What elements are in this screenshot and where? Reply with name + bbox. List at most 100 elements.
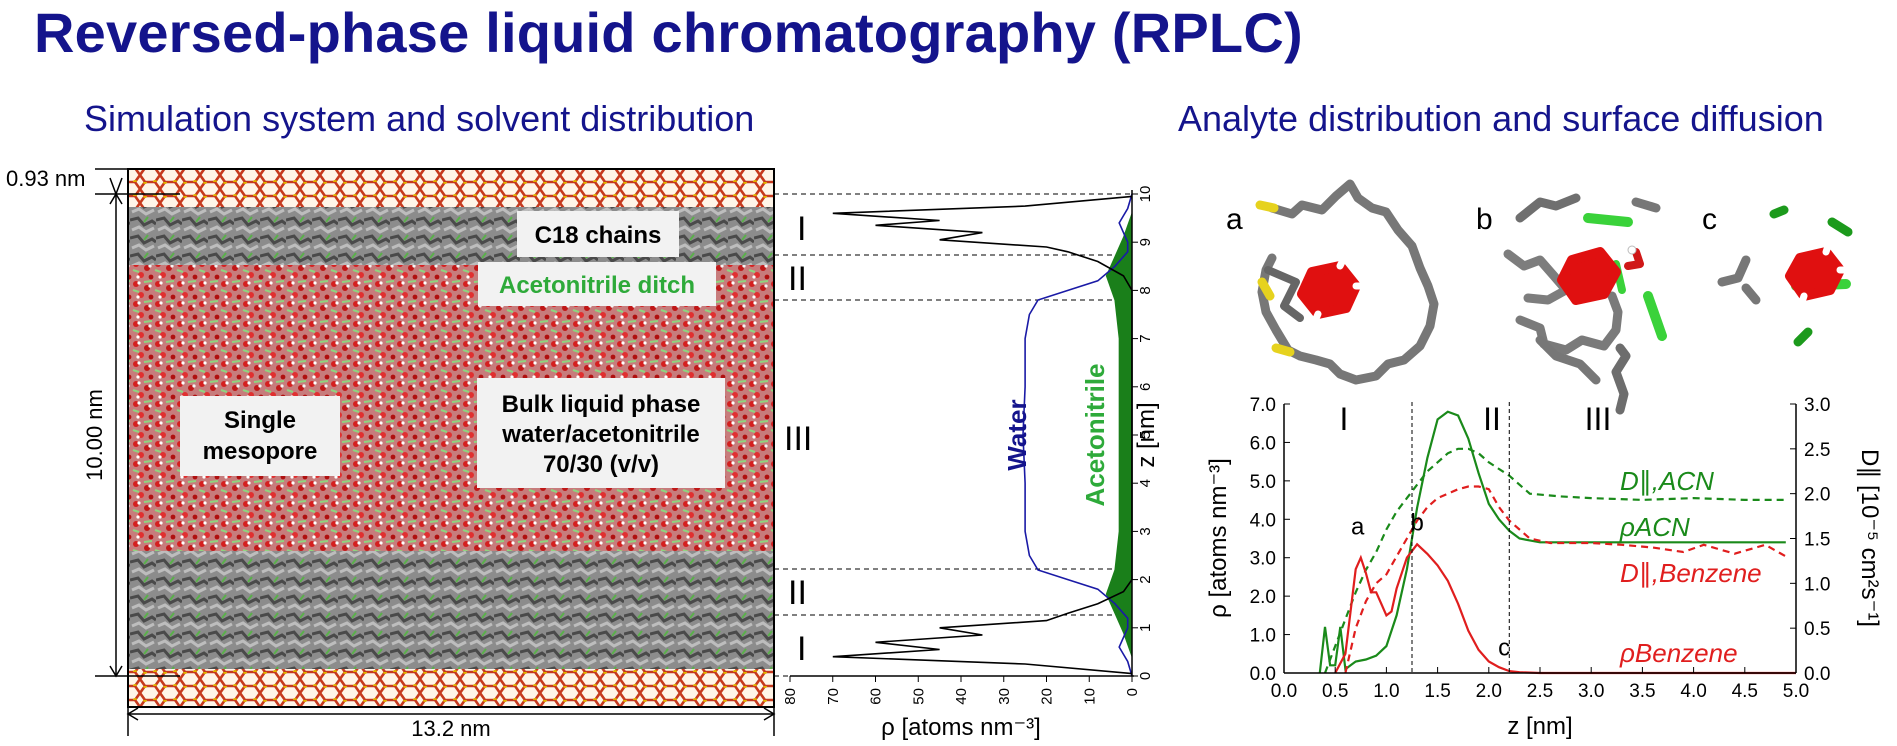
x-tick-label: 4.5 xyxy=(1732,681,1758,702)
c18-chain xyxy=(1717,255,1751,287)
y-tick-label-right: 2.0 xyxy=(1804,485,1830,506)
acetonitrile-molecule xyxy=(1793,327,1813,347)
dim-width-label: 13.2 nm xyxy=(411,716,491,741)
y-tick-label: 9 xyxy=(1137,238,1154,246)
series--acn xyxy=(1318,410,1786,674)
c18-chain xyxy=(1535,335,1601,385)
molecule-snapshots: a b c xyxy=(1226,179,1858,415)
x-tick-label: 70 xyxy=(825,688,842,705)
arrow-head xyxy=(109,177,123,197)
bulk-label-box xyxy=(477,378,725,488)
y-tick-label: 6 xyxy=(1137,383,1154,391)
label-d-acn: D∥,ACN xyxy=(1620,466,1714,496)
y-tick-label-left: 0.0 xyxy=(1250,664,1276,685)
y-tick-label-left: 7.0 xyxy=(1250,395,1276,416)
point-label-a: a xyxy=(1351,514,1365,541)
region-label-II-bottom: II xyxy=(788,574,807,612)
acetonitrile-molecule xyxy=(1583,213,1633,227)
y-tick-label-right: 0.5 xyxy=(1804,619,1830,640)
y-tick-label: 10 xyxy=(1137,186,1154,203)
c18-chain xyxy=(1611,343,1631,415)
water-molecule xyxy=(1624,248,1644,270)
y-tick-label-left: 6.0 xyxy=(1250,433,1276,454)
y-tick-label: 0 xyxy=(1137,672,1154,680)
legend-acetonitrile: Acetonitrile xyxy=(1080,363,1110,506)
y-tick-label-right: 1.5 xyxy=(1804,530,1830,551)
point-label-b: b xyxy=(1410,510,1423,537)
series--benzene xyxy=(1334,542,1796,675)
arrow-head xyxy=(763,707,776,721)
x-tick-label: 50 xyxy=(910,688,927,705)
benzene-analyte xyxy=(1297,261,1361,319)
c18-chain xyxy=(1264,266,1304,322)
panel-label-b: b xyxy=(1476,203,1493,236)
y-tick-label-left: 1.0 xyxy=(1250,626,1276,647)
snapshot-b xyxy=(1503,193,1667,415)
x-tick-label: 20 xyxy=(1039,688,1056,705)
region-label: I xyxy=(1340,401,1349,437)
y-tick-label: 5 xyxy=(1137,431,1154,439)
label-d-benzene: D∥,Benzene xyxy=(1620,558,1762,588)
y-tick-label-left: 2.0 xyxy=(1250,587,1276,608)
bulk-label-3: 70/30 (v/v) xyxy=(543,451,659,478)
x-axis-label: z [nm] xyxy=(1507,713,1572,740)
y-tick-label: 2 xyxy=(1137,575,1154,583)
x-tick-label: 10 xyxy=(1081,688,1098,705)
legend-water: Water xyxy=(1002,399,1032,470)
x-tick-label: 40 xyxy=(953,688,970,705)
y-tick-label: 8 xyxy=(1137,286,1154,294)
x-tick-label: 2.0 xyxy=(1476,681,1502,702)
dim-height-label: 10.00 nm xyxy=(82,389,107,481)
x-tick-label: 30 xyxy=(996,688,1013,705)
slide-title: Reversed-phase liquid chromatography (RP… xyxy=(34,1,1303,64)
y-tick-label: 4 xyxy=(1137,479,1154,487)
x-tick-label: 60 xyxy=(868,688,885,705)
y-tick-label-right: 1.0 xyxy=(1804,574,1830,595)
silica-bottom xyxy=(128,669,774,707)
y-tick-label-left: 4.0 xyxy=(1250,510,1276,531)
panel-label-c: c xyxy=(1702,203,1717,236)
x-tick-label: 1.0 xyxy=(1373,681,1399,702)
acetonitrile-molecule xyxy=(1769,205,1789,219)
ditch-label: Acetonitrile ditch xyxy=(499,272,695,299)
arrow-head xyxy=(109,665,123,678)
x-tick-label: 4.0 xyxy=(1680,681,1706,702)
y-tick-label: 7 xyxy=(1137,334,1154,342)
label-rho-benzene: ρBenzene xyxy=(1619,638,1738,668)
series-water xyxy=(1022,193,1133,677)
x-tick-label: 0.5 xyxy=(1322,681,1348,702)
silicon-atom xyxy=(1255,200,1279,213)
c18-chain xyxy=(1515,291,1623,355)
y-tick-label-left: 5.0 xyxy=(1250,472,1276,493)
x-tick-label: 0 xyxy=(1124,688,1141,696)
subtitle-left: Simulation system and solvent distributi… xyxy=(84,98,755,139)
x-tick-label: 5.0 xyxy=(1783,681,1809,702)
c18-label-box xyxy=(517,211,679,257)
ditch-label-box xyxy=(478,262,716,306)
silicon-atom xyxy=(1257,277,1275,301)
benzene-analyte xyxy=(1557,247,1621,305)
c18-label: C18 chains xyxy=(535,222,662,249)
silica-top xyxy=(128,169,774,207)
x-tick-label: 80 xyxy=(782,688,799,705)
y-tick-label-left: 3.0 xyxy=(1250,549,1276,570)
c18-chain xyxy=(1741,283,1761,305)
y-tick-label: 3 xyxy=(1137,527,1154,535)
subtitle-right: Analyte distribution and surface diffusi… xyxy=(1178,98,1824,139)
dim-top-label: 0.93 nm xyxy=(6,166,86,191)
bulk-label-2: water/acetonitrile xyxy=(501,421,699,448)
region-label: III xyxy=(1585,401,1612,437)
c18-chain xyxy=(1503,249,1571,305)
acetonitrile-molecule xyxy=(1643,291,1667,341)
box-frame xyxy=(127,168,775,708)
x-tick-label: 0.0 xyxy=(1271,681,1297,702)
x-tick-label: 2.5 xyxy=(1527,681,1553,702)
hydrogen-atom xyxy=(1796,236,1858,312)
y-tick-label-right: 2.5 xyxy=(1804,440,1830,461)
snapshot-a xyxy=(1255,179,1439,385)
region-label: II xyxy=(1483,401,1501,437)
x-tick-label: 3.0 xyxy=(1578,681,1604,702)
benzene-analyte xyxy=(1785,247,1845,301)
silicon-atom xyxy=(1271,343,1295,357)
y-axis-label: z [nm] xyxy=(1133,402,1160,467)
